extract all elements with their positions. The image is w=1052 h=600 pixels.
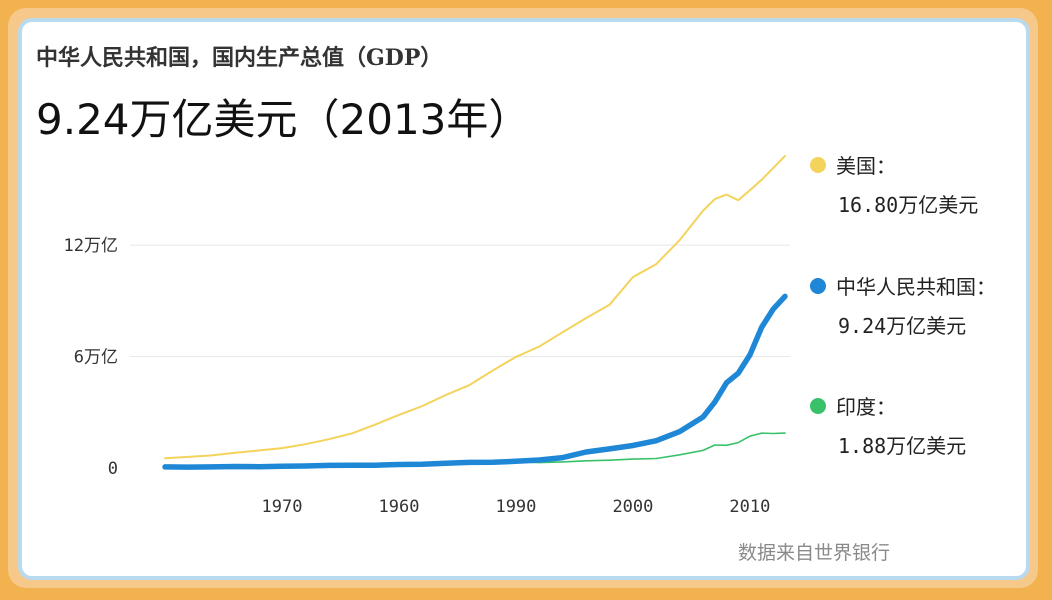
x-tick-label: 1990: [495, 497, 536, 517]
y-axis-ticks: 0 6万亿 12万亿: [64, 236, 118, 479]
chart-title: 9.24万亿美元（2013年）: [36, 95, 531, 144]
legend-item-india: 印度： 1.88万亿美元: [810, 391, 966, 459]
series-line-usa: [164, 155, 786, 460]
chart-card: [18, 18, 1030, 580]
legend-label-china: 中华人民共和国: [836, 275, 976, 299]
x-tick-label: 2000: [612, 497, 653, 517]
legend-value-usa: 16.80万亿美元: [838, 193, 979, 217]
y-tick-label: 6万亿: [74, 348, 118, 368]
legend-value-china: 9.24万亿美元: [838, 314, 967, 338]
x-axis-ticks: 1970 1960 1990 2000 2010: [262, 497, 771, 517]
x-tick-label: 2010: [729, 497, 770, 517]
series-lines: [162, 155, 788, 470]
legend-item-china: 中华人民共和国： 9.24万亿美元: [810, 271, 996, 339]
y-tick-label: 0: [108, 459, 118, 479]
chart-subtitle: 中华人民共和国，国内生产总值（GDP）: [36, 45, 443, 71]
legend-dot-usa: [810, 156, 826, 173]
legend-colon: ：: [876, 154, 896, 178]
legend-value-india: 1.88万亿美元: [838, 434, 967, 458]
grid-lines: [130, 244, 790, 358]
legend-colon: ：: [976, 275, 996, 299]
y-tick-label: 12万亿: [64, 236, 118, 256]
legend-label-usa: 美国: [836, 154, 876, 178]
x-tick-label: 1960: [378, 497, 419, 517]
legend-label-india: 印度: [836, 395, 876, 419]
x-tick-label: 1970: [262, 497, 303, 517]
legend-dot-india: [810, 397, 826, 414]
legend-dot-china: [810, 277, 826, 294]
legend-item-usa: 美国： 16.80万亿美元: [810, 150, 978, 218]
legend-colon: ：: [876, 395, 896, 419]
series-line-china: [162, 293, 788, 470]
data-source-note: 数据来自世界银行: [738, 542, 891, 564]
